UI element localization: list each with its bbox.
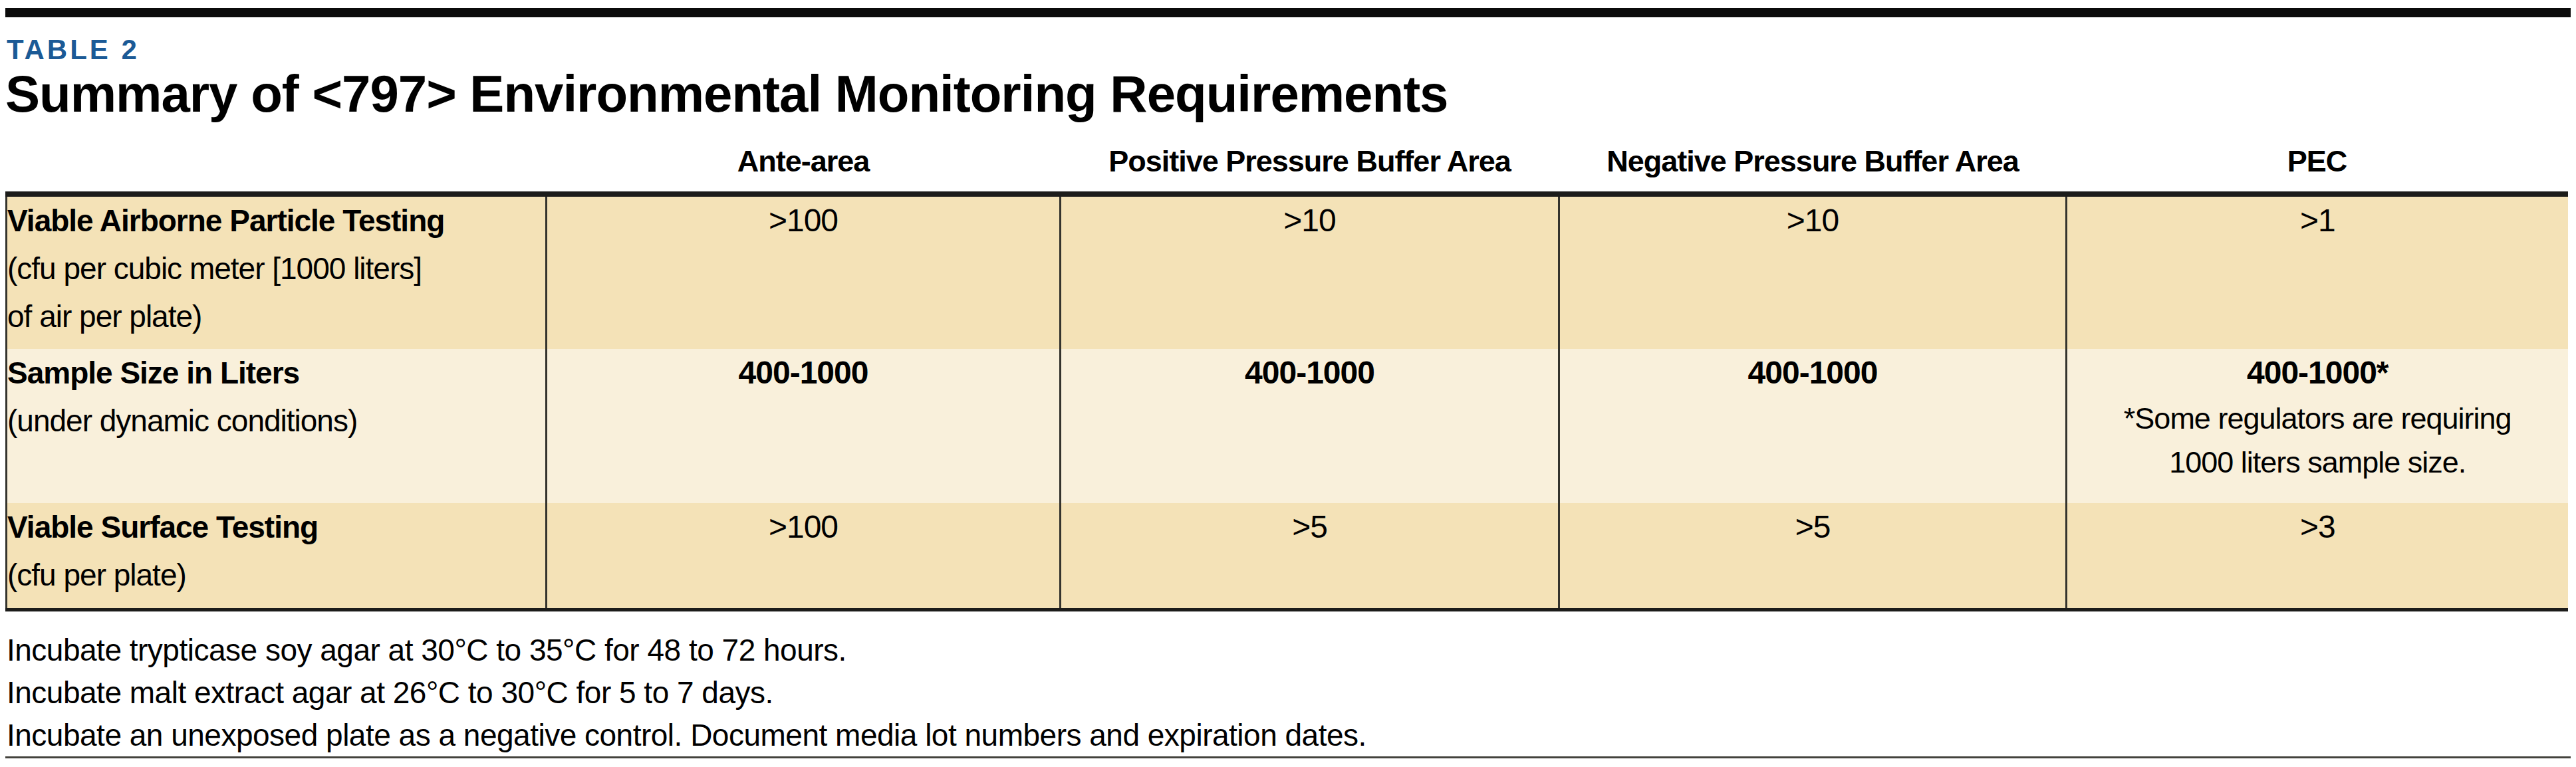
document-page: TABLE 2 Summary of <797> Environmental M… [0, 0, 2576, 767]
table-label: TABLE 2 [7, 36, 140, 64]
cell-pec-value: >1 [2067, 194, 2568, 349]
row-sublabel-line: (cfu per cubic meter [1000 liters] [7, 245, 545, 292]
cell-pec-value: >3 [2067, 503, 2568, 609]
row-sublabel-line: (cfu per plate) [7, 551, 545, 599]
footnote-line: Incubate malt extract agar at 26°C to 30… [7, 671, 1366, 714]
cell-positive-pressure-value: 400-1000 [1061, 349, 1559, 503]
column-header-empty [7, 124, 547, 194]
row-label: Viable Surface Testing [7, 503, 545, 551]
table-row-viable-airborne-particle-testing: Viable Airborne Particle Testing (cfu pe… [7, 194, 2568, 349]
pec-footnote-line: *Some regulators are requiring [2067, 397, 2568, 441]
cell-pec-value: 400-1000* *Some regulators are requiring… [2067, 349, 2568, 503]
row-label: Viable Airborne Particle Testing [7, 197, 545, 245]
row-header-cell: Viable Surface Testing (cfu per plate) [7, 503, 547, 609]
row-label: Sample Size in Liters [7, 349, 545, 397]
column-header-negative-pressure-buffer-area: Negative Pressure Buffer Area [1559, 124, 2067, 194]
row-header-cell: Viable Airborne Particle Testing (cfu pe… [7, 194, 547, 349]
table-footnotes: Incubate trypticase soy agar at 30°C to … [7, 629, 1366, 756]
column-header-positive-pressure-buffer-area: Positive Pressure Buffer Area [1061, 124, 1559, 194]
cell-positive-pressure-value: >5 [1061, 503, 1559, 609]
table-row-sample-size-in-liters: Sample Size in Liters (under dynamic con… [7, 349, 2568, 503]
cell-ante-area-value: >100 [547, 503, 1061, 609]
column-header-pec: PEC [2067, 124, 2568, 194]
cell-positive-pressure-value: >10 [1061, 194, 1559, 349]
cell-ante-area-value: 400-1000 [547, 349, 1061, 503]
pec-sample-size-value: 400-1000* [2067, 349, 2568, 397]
cell-negative-pressure-value: >10 [1559, 194, 2067, 349]
cell-negative-pressure-value: >5 [1559, 503, 2067, 609]
pec-footnote-line: 1000 liters sample size. [2067, 441, 2568, 485]
row-sublabel-line: (under dynamic conditions) [7, 397, 545, 445]
footnote-line: Incubate trypticase soy agar at 30°C to … [7, 629, 1366, 671]
environmental-monitoring-table: Ante-area Positive Pressure Buffer Area … [5, 124, 2568, 611]
footnote-line: Incubate an unexposed plate as a negativ… [7, 714, 1366, 756]
table-row-viable-surface-testing: Viable Surface Testing (cfu per plate) >… [7, 503, 2568, 609]
page-title: Summary of <797> Environmental Monitorin… [5, 68, 1448, 120]
column-header-ante-area: Ante-area [547, 124, 1061, 194]
cell-negative-pressure-value: 400-1000 [1559, 349, 2067, 503]
table-header-row: Ante-area Positive Pressure Buffer Area … [7, 124, 2568, 194]
top-rule-bar [5, 8, 2571, 17]
row-header-cell: Sample Size in Liters (under dynamic con… [7, 349, 547, 503]
cell-ante-area-value: >100 [547, 194, 1061, 349]
row-sublabel-line: of air per plate) [7, 292, 545, 340]
bottom-rule-line [5, 756, 2571, 758]
